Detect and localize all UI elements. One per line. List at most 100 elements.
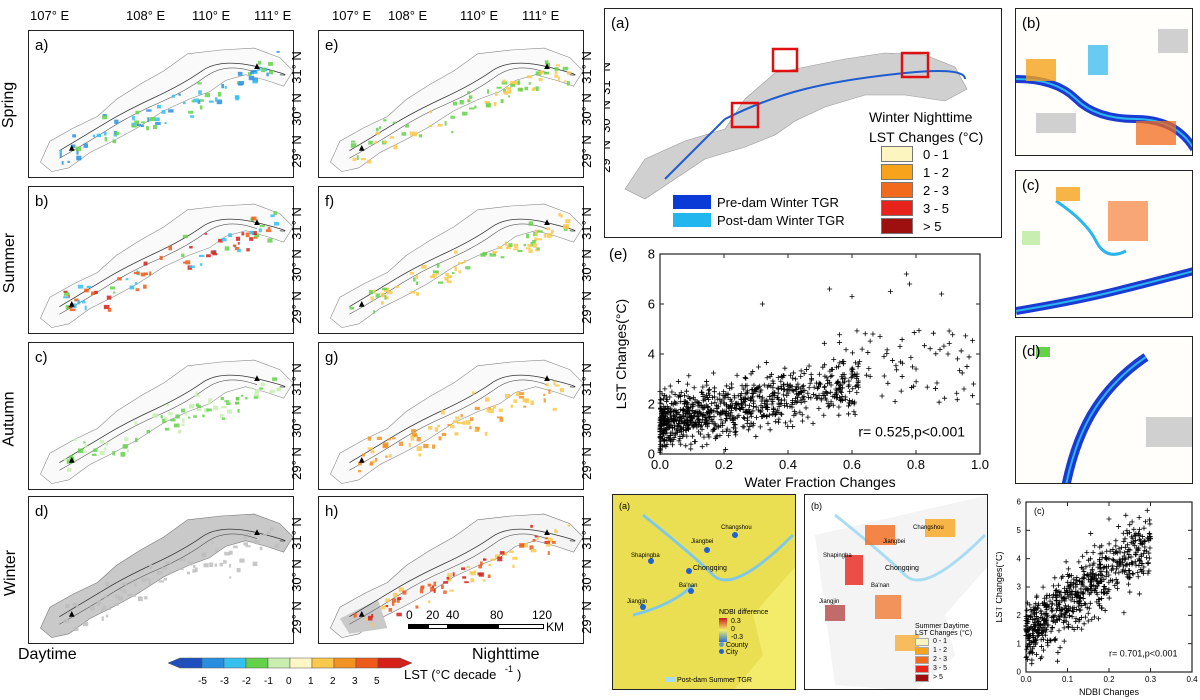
scatter-point [681,420,687,426]
scatter-point [659,434,665,440]
scatter-point [662,386,668,392]
scatter-point [817,381,823,387]
legend-swatch [881,200,913,216]
panel-label: c) [35,349,48,366]
scatter-point [1087,562,1093,568]
scatter-point [1056,602,1062,608]
scatter-point [821,384,827,390]
scatter-point [811,384,817,390]
y-tick-label: 4 [648,346,655,361]
season-label: Spring [0,81,18,129]
scatter-point [1096,616,1102,622]
scatter-point [697,431,703,437]
scatter-point [1088,576,1094,582]
season-map-panel: f) [318,186,584,334]
scale-bar: 0 20 40 80 120 KM [406,608,564,634]
scatter-point [1063,610,1069,616]
scatter-point [703,420,709,426]
scatter-point [770,398,776,404]
scatter-point [666,419,672,425]
scatter-point [1075,593,1081,599]
scatter-point [1082,600,1088,606]
scatter-point [816,384,822,390]
scatter-point [821,412,827,418]
scatter-point [711,385,717,391]
scatter-point [1052,620,1058,626]
scatter-point [850,373,856,379]
scatter-point [790,397,796,403]
scatter-point [836,404,842,410]
scatter-point [1045,642,1051,648]
scatter-point [1077,578,1083,584]
panel-label: b) [35,193,49,210]
scatter-point [933,351,939,357]
scatter-point [732,395,738,401]
season-map-panel: h) [318,496,584,644]
scatter-point [778,378,784,384]
scatter-point [881,373,887,379]
scatter-point [782,365,788,371]
scatter-point [770,385,776,391]
scatter-point [971,381,977,387]
scatter-point [797,409,803,415]
scatter-point [756,364,762,370]
scatter-point [665,435,671,441]
scatter-point [1130,535,1136,541]
scatter-point [684,433,690,439]
scatter-point [754,386,760,392]
scatter-point [816,406,822,412]
scatter-point [954,390,960,396]
colorbar-tick: -5 [198,676,207,687]
scatter-point [782,397,788,403]
panel-label: f) [325,193,335,210]
scatter-point [753,434,759,440]
scatter-point [1081,583,1087,589]
daytime-label: Daytime [18,646,77,663]
nighttime-label: Nighttime [472,646,540,663]
scatter-point [1136,545,1142,551]
scatter-point [709,401,715,407]
correlation-annotation: r= 0.701,p<0.001 [1109,648,1178,658]
scatter-point [659,413,665,419]
scatter-point [694,399,700,405]
scatter-point [828,374,834,380]
scatter-point [743,408,749,414]
scatter-point [1068,588,1074,594]
lat-label: 29° N [604,140,613,173]
scatter-point [1084,572,1090,578]
scatter-point [1110,557,1116,563]
scatter-point [674,423,680,429]
scatter-point [669,442,675,448]
scatter-point [732,416,738,422]
scatter-point [805,390,811,396]
scatter-point [1071,576,1077,582]
scatter-point [1045,637,1051,643]
scatter-point [1032,638,1038,644]
scatter-point [1061,605,1067,611]
scatter-point [838,389,844,395]
scatter-point [657,388,663,394]
scatter-point [701,434,707,440]
lat-label: 30° N [288,249,304,282]
scatter-point [828,399,834,405]
scatter-point [840,359,846,365]
scatter-point [1055,601,1061,607]
scatter-point [1037,656,1043,662]
scatter-point [1146,517,1152,523]
panel-label: (a) [611,15,630,32]
scatter-point [671,409,677,415]
zoom-b-panel: (b) [1015,8,1193,156]
scatter-point [713,423,719,429]
scatter-point [705,432,711,438]
scatter-point [759,301,765,307]
scatter-point [946,328,952,334]
scatter-point [809,376,815,382]
scatter-point [1028,625,1034,631]
colorbar-swatch [245,657,269,669]
scatter-point [691,385,697,391]
scatter-point [663,421,669,427]
x-tick-label: 0.6 [843,457,861,472]
scatter-point [836,412,842,418]
panel-label: (a) [619,501,630,511]
scatter-point [1024,629,1030,635]
